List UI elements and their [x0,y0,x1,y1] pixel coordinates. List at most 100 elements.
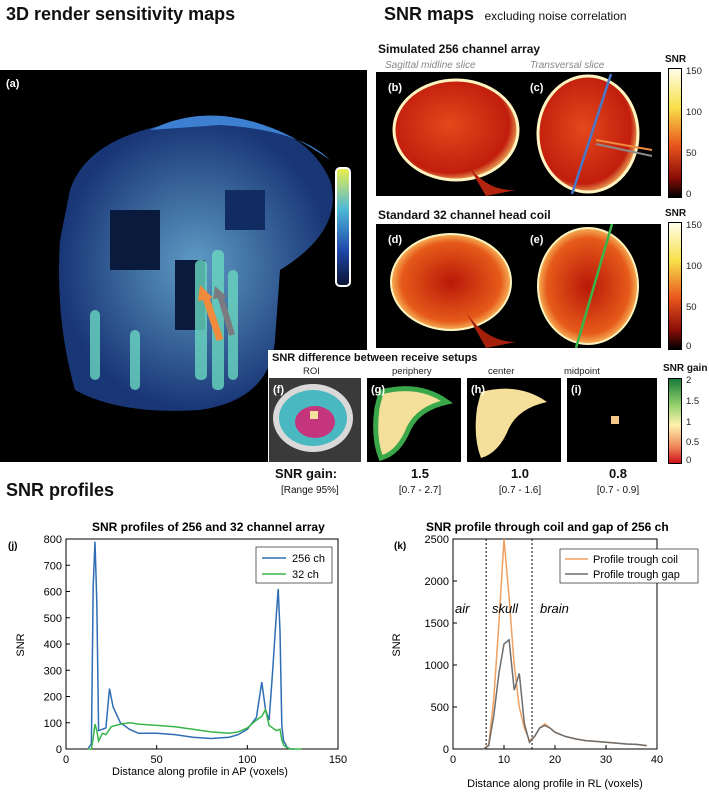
diff-col-midpoint: midpoint [564,366,600,377]
snr-cb1-tick-150: 150 [686,66,702,77]
chart-k-xtick-label: 30 [600,754,612,766]
diff-images [269,378,657,462]
chart-k-ylabel: SNR [391,633,403,656]
chart-k-ytick-label: 0 [443,744,449,756]
std-snr-images [390,223,639,349]
chart-j-xtick-label: 100 [238,754,256,766]
gain-midpoint-range: [0.7 - 0.9] [596,485,640,496]
chart-j-legend-256: 256 ch [292,553,325,565]
chart-j-series-line-1 [87,707,302,750]
chart-j-ytick-label: 100 [44,718,62,730]
transversal-caption: Transversal slice [530,60,605,71]
snr-maps-heading: SNR maps [384,4,475,24]
chart-k-ytick-label: 2500 [425,534,449,546]
gain-tick-1: 1 [686,417,692,428]
panel-de-row: (d) (e) [376,223,661,349]
sim-snr-images [392,73,653,196]
chart-j: SNR profiles of 256 and 32 channel array… [8,520,347,778]
panel-e-label: (e) [530,234,544,246]
sensitivity-render-image [59,115,351,411]
gain-periphery-value: 1.5 [410,466,430,481]
chart-j-legend-32: 32 ch [292,569,319,581]
gain-center-value: 1.0 [510,466,530,481]
panel-a-label: (a) [6,78,20,90]
panel-d-label: (d) [388,234,403,246]
chart-k-ytick-label: 2000 [425,576,449,588]
profiles-title: SNR profiles [6,480,115,500]
chart-k-legend-gap: Profile trough gap [593,569,680,581]
panel-b-label: (b) [388,82,403,94]
gain-tick-1-5: 1.5 [686,396,700,407]
snr-colorbar-2-title: SNR [665,208,687,219]
gain-tick-0-5: 0.5 [686,437,700,448]
diff-title: SNR difference between receive setups [272,352,478,364]
chart-j-xtick-label: 150 [329,754,347,766]
annotation-air: air [455,601,470,616]
panel-i-label: (i) [571,384,582,396]
chart-j-xtick-label: 50 [151,754,163,766]
annotation-brain: brain [540,601,569,616]
chart-j-series-line-0 [87,541,295,750]
chart-j-axes: 0 50 100 150 0 100 200 300 400 500 600 700 800 [44,534,348,766]
chart-j-ytick-label: 300 [44,665,62,677]
chart-k-ytick-label: 500 [431,702,449,714]
chart-k-series-line-1 [483,638,647,750]
chart-k-xtick-label: 40 [651,754,663,766]
gain-colorbar-title: SNR gain [663,363,708,374]
snr-colorbar-2 [668,222,682,350]
gain-label: SNR gain: [275,466,338,481]
panel-j-label: (j) [8,541,17,552]
chart-j-series [87,541,302,750]
sagittal-caption: Sagittal midline slice [385,60,476,71]
snr-maps-subtitle: excluding noise correlation [484,9,627,23]
chart-k-axes: 0 10 20 30 40 0 500 1000 1500 2000 2500 [425,534,664,766]
chart-j-xtick-label: 0 [63,754,69,766]
chart-j-ytick-label: 0 [56,744,62,756]
chart-k-legend-box [559,548,699,584]
chart-k-series [483,538,647,750]
panel-a-render: (a) [0,70,367,462]
snr-maps-title: SNR maps excluding noise correlation [384,4,627,25]
gain-colorbar [668,378,682,464]
diff-panels: (f) (g) (h) (i) [269,378,657,462]
chart-k-title: SNR profile through coil and gap of 256 … [426,520,669,534]
snr-cb2-tick-100: 100 [686,261,702,272]
render-title: 3D render sensitivity maps [6,4,236,24]
gain-periphery-range: [0.7 - 2.7] [398,485,442,496]
chart-j-title: SNR profiles of 256 and 32 channel array [92,520,325,534]
diff-col-roi: ROI [303,366,320,377]
panel-k-label: (k) [394,541,406,552]
sim-256-title: Simulated 256 channel array [378,42,541,56]
snr-cb1-tick-0: 0 [686,189,692,200]
chart-j-ytick-label: 700 [44,560,62,572]
snr-cb2-tick-0: 0 [686,341,692,352]
chart-k-xlabel: Distance along profile in RL (voxels) [467,778,643,790]
panel-c-label: (c) [530,82,544,94]
gain-range-label: [Range 95%] [281,485,339,496]
std-32-title: Standard 32 channel head coil [378,208,551,222]
panel-h-label: (h) [471,384,486,396]
profiles-charts: SNR profiles of 256 and 32 channel array… [8,520,699,790]
chart-j-ytick-label: 200 [44,692,62,704]
gain-tick-2: 2 [686,375,692,386]
diff-col-periphery: periphery [392,366,432,377]
chart-k-xtick-label: 10 [498,754,510,766]
chart-k-legend-coil: Profile trough coil [593,554,678,566]
chart-k-ytick-label: 1500 [425,618,449,630]
chart-j-ylabel: SNR [15,633,27,656]
chart-j-legend: 256 ch 32 ch [255,546,333,584]
panel-f-label: (f) [273,384,284,396]
snr-colorbar-1 [668,68,682,198]
chart-k-legend: Profile trough coil Profile trough gap [559,548,699,584]
panel-bc-row: (b) (c) [376,72,661,196]
snr-cb1-tick-50: 50 [686,148,697,159]
chart-j-xlabel: Distance along profile in AP (voxels) [112,766,288,778]
chart-j-legend-box [255,546,333,584]
panel-g-label: (g) [371,384,386,396]
snr-colorbar-1-title: SNR [665,54,687,65]
gain-midpoint-value: 0.8 [608,466,628,481]
snr-cb1-tick-100: 100 [686,107,702,118]
chart-j-ytick-label: 500 [44,613,62,625]
chart-k: SNR profile through coil and gap of 256 … [391,520,699,790]
chart-j-ytick-label: 600 [44,587,62,599]
